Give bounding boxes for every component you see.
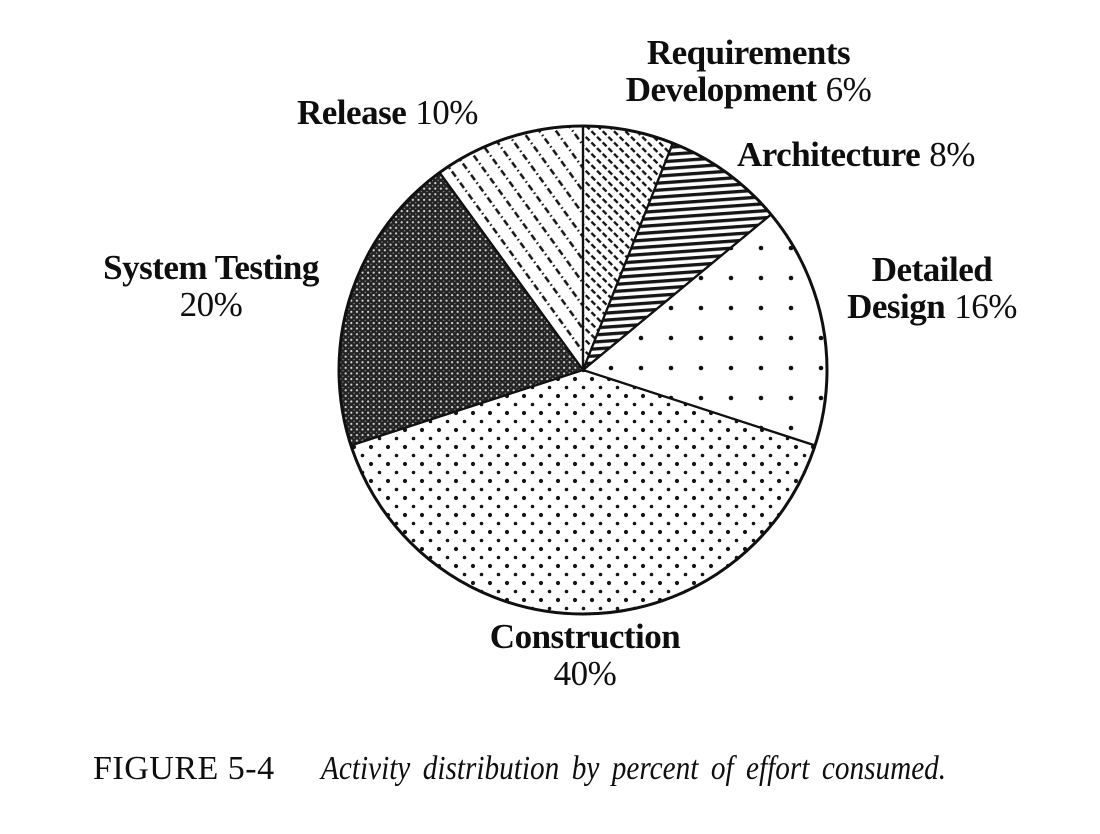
label-percent: 8% [929, 135, 975, 174]
label-release: Release 10% [297, 94, 478, 131]
pie-outline [337, 124, 829, 616]
label-architecture: Architecture 8% [737, 136, 975, 173]
label-text: System Testing [103, 248, 319, 287]
label-text: Requirements [646, 33, 851, 72]
figure-number: FIGURE 5-4 [93, 750, 275, 787]
label-text: Architecture [737, 135, 921, 174]
label-text: Construction [489, 617, 681, 656]
figure-caption: FIGURE 5-4 Activity distribution by perce… [93, 750, 1093, 788]
label-percent: 40% [553, 654, 617, 693]
label-text: Detailed [871, 250, 993, 289]
label-system-testing: System Testing 20% [86, 249, 336, 323]
label-percent: 6% [825, 70, 872, 109]
label-text: Development [625, 70, 817, 109]
label-text: Release [297, 93, 407, 132]
label-requirements-development: Requirements Development 6% [576, 34, 921, 108]
label-percent: 16% [954, 287, 1017, 326]
label-percent: 20% [179, 285, 243, 324]
figure-caption-text: Activity distribution by percent of effo… [320, 750, 946, 787]
label-text: Design [847, 287, 946, 326]
label-construction: Construction 40% [460, 618, 710, 692]
pie-chart [337, 124, 829, 616]
label-percent: 10% [415, 93, 478, 132]
label-detailed-design: Detailed Design 16% [812, 251, 1052, 325]
